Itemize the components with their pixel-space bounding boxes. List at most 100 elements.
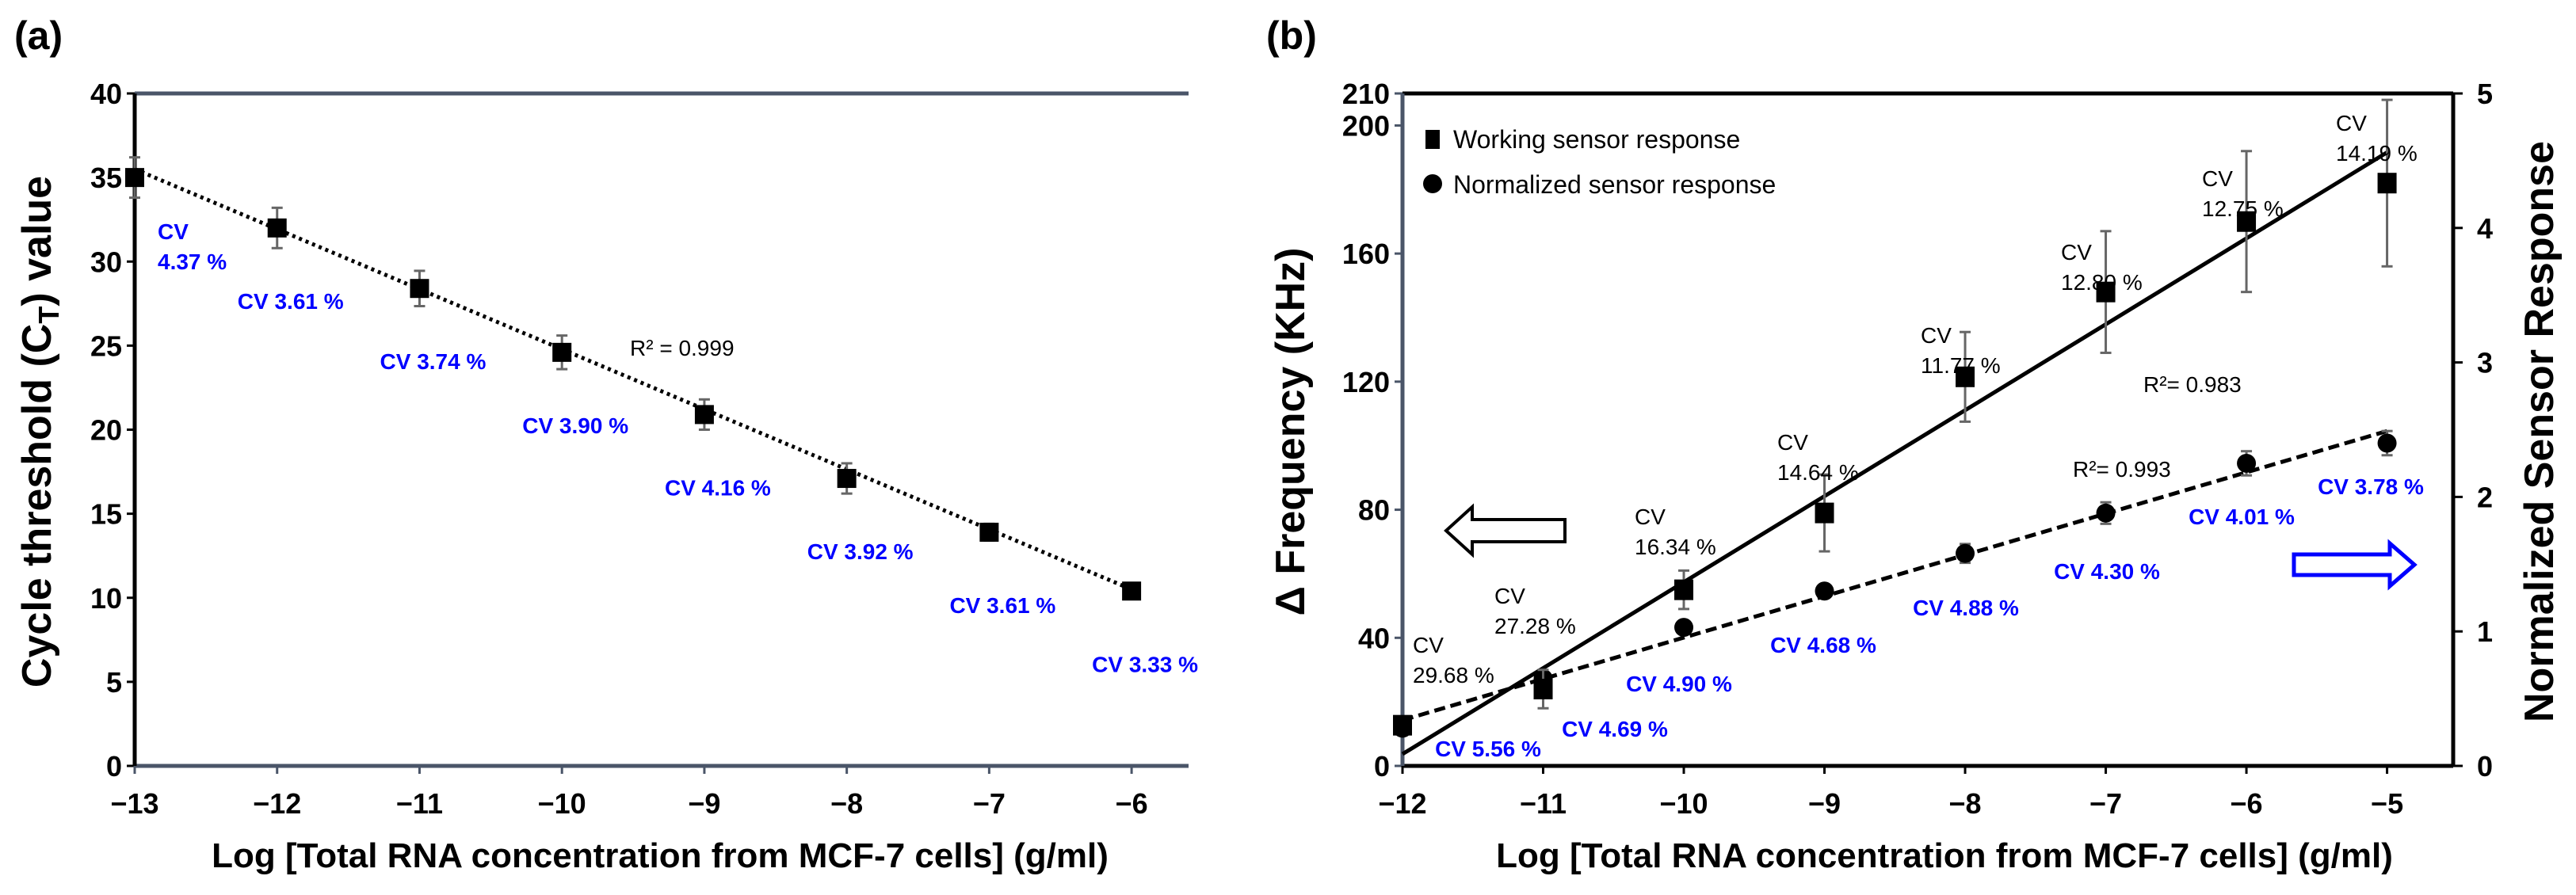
data-point-square [1674,579,1694,600]
panel-b-y2-axis-title: Normalized Sensor Response [2517,141,2563,722]
x-tick-label: −10 [1659,787,1708,820]
cv-label-working: CV [1777,430,1808,455]
data-point-square [837,469,857,489]
r-squared-working: R²= 0.983 [2143,372,2242,397]
data-point-square [410,279,429,299]
panel-a-plot: 0 5 10 15 20 25 30 35 40 −13 −12 −11 −10 −9 −8 −7 −6 R² =… [90,78,1198,820]
y2-tick-label: 0 [2477,750,2493,783]
data-point-circle [2096,503,2116,523]
x-tick-label: −6 [1116,787,1148,820]
data-point-square [2096,281,2116,303]
y2-tick-label: 1 [2477,615,2493,648]
cv-label-normalized: CV 4.68 % [1770,633,1876,657]
cv-label-working: CV [2202,166,2233,191]
cv-label-normalized: CV 3.78 % [2318,474,2424,499]
data-point-square [125,168,144,188]
y-tick-label: 30 [90,246,122,278]
left-arrow-icon [1444,503,1567,558]
x-tick-label: −9 [688,787,720,820]
y-tick-label: 120 [1342,366,1390,398]
data-point-circle [2377,433,2397,453]
data-point-square [267,218,287,238]
x-tick-label: −7 [973,787,1006,820]
cv-label: CV 3.92 % [807,539,914,564]
x-tick-label: −11 [1520,787,1567,820]
x-tick-label: −6 [2231,787,2263,820]
panel-b-y-axis-title: Δ Frequency (KHz) [1268,248,1314,616]
cv-label-working: 29.68 % [1413,663,1494,687]
y-tick-label: 200 [1342,109,1390,142]
cv-label-normalized: CV 4.01 % [2189,505,2295,529]
data-point-circle [1674,618,1694,638]
cv-label-working: CV [2336,111,2367,135]
data-point-square [2377,173,2397,194]
cv-label-working: CV [2061,240,2092,265]
legend-working-sensor: Working sensor response [1453,125,1740,154]
legend-normalized-sensor: Normalized sensor response [1453,170,1776,199]
y2-tick-label: 3 [2477,347,2493,379]
y-tick-label: 210 [1342,78,1390,110]
r-squared-label: R² = 0.999 [630,336,735,360]
cv-label-working: 12.75 % [2202,196,2284,221]
data-point-circle [1815,581,1834,601]
data-point-square [1393,714,1412,736]
y-tick-label: 0 [106,750,122,783]
data-point-circle [2237,453,2257,473]
cv-label-normalized: CV 4.90 % [1626,672,1732,696]
y-tick-label: 80 [1358,494,1390,527]
y2-tick-label: 5 [2477,78,2493,110]
cv-label: CV 4.16 % [665,475,771,500]
cv-label: CV [158,219,189,244]
cv-label: CV 3.61 % [238,289,344,314]
cv-label-working: 27.28 % [1494,614,1576,638]
data-point-square [1533,678,1553,699]
panel-a-y-axis-title: Cycle threshold (CT) value [14,176,65,687]
y-tick-label: 15 [90,498,122,531]
panel-a-x-axis-title: Log [Total RNA concentration from MCF-7 … [212,836,1109,875]
cv-label-working: CV [1635,505,1666,529]
panel-b-label: (b) [1266,13,1317,58]
x-tick-label: −12 [1378,787,1426,820]
x-tick-label: −11 [396,787,443,820]
y-tick-label: 5 [106,666,122,699]
x-tick-label: −8 [1949,787,1982,820]
x-tick-label: −9 [1808,787,1841,820]
data-point-square [552,342,572,362]
cv-label-working: 11.77 % [1921,353,2001,378]
y-tick-label: 0 [1374,750,1390,783]
cv-label-working: CV [1921,323,1952,348]
cv-label-working: CV [1413,633,1444,657]
y-tick-label: 25 [90,329,122,362]
panel-a-label: (a) [14,13,63,58]
legend-square-marker [1425,130,1440,149]
data-point-square [694,405,714,425]
x-tick-label: −7 [2089,787,2122,820]
data-point-circle [1956,543,1975,563]
trendline-normalized [1402,428,2388,722]
data-point-square [1815,502,1834,524]
cv-label-working: 12.80 % [2061,270,2143,295]
x-tick-label: −10 [538,787,586,820]
cv-label-normalized: CV 5.56 % [1435,737,1541,761]
y-tick-label: 35 [90,162,122,194]
x-tick-label: −12 [253,787,301,820]
y-tick-label: 40 [90,78,122,110]
y-tick-label: 40 [1358,622,1390,654]
cv-label-working: 16.34 % [1635,535,1716,559]
data-point-square [1122,581,1142,601]
data-point-square [979,522,999,542]
trendline [134,167,1133,592]
cv-label-normalized: CV 4.30 % [2054,559,2160,584]
y2-tick-label: 2 [2477,481,2493,513]
cv-label-working: CV [1494,584,1525,608]
y-tick-label: 10 [90,582,122,615]
data-point-square [1956,366,1975,387]
data-point-square [2237,211,2257,232]
panel-b-x-axis-title: Log [Total RNA concentration from MCF-7 … [1496,836,2393,875]
cv-label-normalized: CV 4.69 % [1562,717,1668,741]
y-tick-label: 20 [90,414,122,447]
cv-label: CV 3.90 % [522,413,628,438]
x-tick-label: −13 [110,787,158,820]
